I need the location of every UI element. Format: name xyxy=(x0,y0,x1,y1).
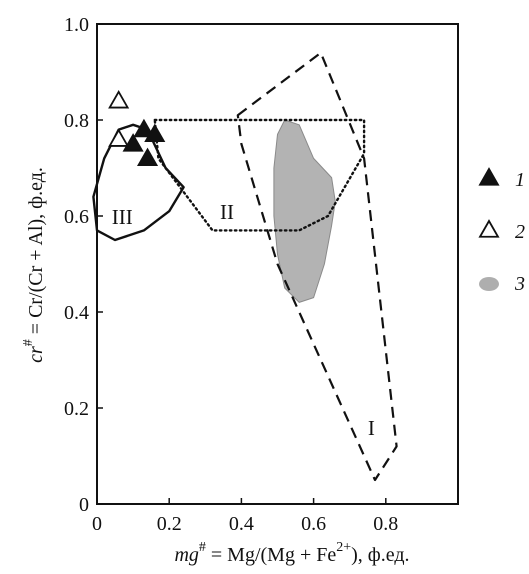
region-I xyxy=(236,51,398,482)
x-axis-label: mg# = Mg/(Mg + Fe2+), ф.ед. xyxy=(174,540,409,566)
data-point-series-1 xyxy=(136,147,159,167)
region-label-II: II xyxy=(220,200,234,224)
legend-label: 2 xyxy=(515,221,525,243)
x-tick-label: 0.8 xyxy=(373,513,398,535)
x-tick-label: 0.2 xyxy=(157,513,182,535)
regions-layer xyxy=(92,51,398,482)
data-point-series-2 xyxy=(108,128,130,147)
legend-label: 3 xyxy=(514,273,525,295)
region-label-III: III xyxy=(112,205,133,229)
y-tick-label: 0 xyxy=(79,494,89,516)
x-tick-label: 0.6 xyxy=(301,513,326,535)
x-tick-label: 0 xyxy=(92,513,102,535)
region-label-I: I xyxy=(368,416,375,440)
ticks-layer: 0 0.2 0.4 0.6 0.8 0 0.2 0.4 0.6 0.8 1.0 xyxy=(64,14,398,535)
x-tick-label: 0.4 xyxy=(229,513,254,535)
field-3 xyxy=(273,119,336,303)
y-tick-label: 0.2 xyxy=(64,398,89,420)
region-III xyxy=(92,123,185,242)
y-axis-label: cr# = Cr/(Cr + Al), ф.ед. xyxy=(21,167,47,363)
fields-layer xyxy=(273,119,336,303)
y-tick-label: 0.6 xyxy=(64,206,89,228)
points-layer xyxy=(108,89,166,167)
legend: 1 2 3 xyxy=(478,167,525,295)
data-point-series-1 xyxy=(144,123,166,143)
y-tick-label: 0.8 xyxy=(64,110,89,132)
legend-marker-filled-triangle xyxy=(478,167,500,186)
data-point-series-1 xyxy=(133,118,155,138)
plot-frame xyxy=(96,23,459,505)
legend-label: 1 xyxy=(515,169,525,191)
data-point-series-2 xyxy=(108,89,130,109)
legend-marker-shaded-blob xyxy=(479,277,499,291)
y-tick-label: 0.4 xyxy=(64,302,89,324)
y-tick-label: 1.0 xyxy=(64,14,89,36)
legend-marker-open-triangle xyxy=(478,219,500,238)
